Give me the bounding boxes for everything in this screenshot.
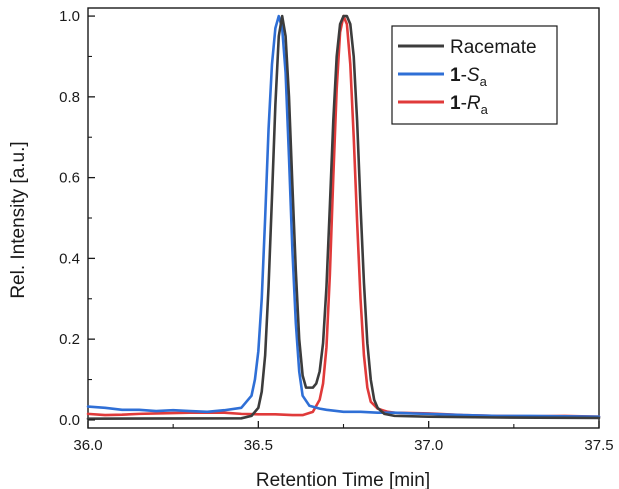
series-line-1 <box>86 14 601 418</box>
legend-label: 1-Sa <box>450 65 488 89</box>
y-tick-label: 0.6 <box>59 170 80 187</box>
legend: Racemate 1-Sa 1-Ra <box>391 25 558 125</box>
x-tick-label: 37.0 <box>414 437 443 454</box>
series-layer <box>86 14 601 421</box>
y-tick-label: 1.0 <box>59 8 80 25</box>
series-line-0 <box>86 14 601 421</box>
y-tick-label: 0.8 <box>59 89 80 106</box>
y-tick-label: 0.2 <box>59 331 80 348</box>
y-axis-title: Rel. Intensity [a.u.] <box>8 141 29 298</box>
y-tick-label: 0.0 <box>59 412 80 429</box>
x-tick-label: 36.0 <box>73 437 102 454</box>
tick-layer: 36.0 36.5 37.0 37.5 0.0 0.2 0.4 0.6 0.8 1.0 <box>59 8 613 454</box>
x-axis-title: Retention Time [min] <box>256 470 430 489</box>
y-tick-label: 0.4 <box>59 250 80 267</box>
x-tick-label: 37.5 <box>584 437 613 454</box>
legend-label: 1-Ra <box>450 93 489 117</box>
x-tick-label: 36.5 <box>244 437 273 454</box>
legend-label: Racemate <box>450 37 537 58</box>
